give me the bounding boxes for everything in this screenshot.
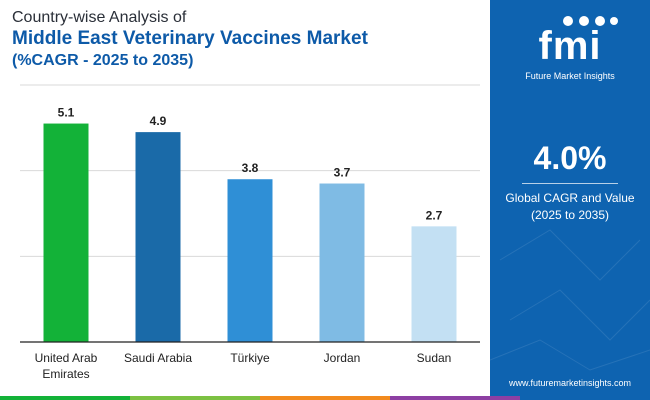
x-tick-label: United Arab (35, 351, 98, 365)
bar[interactable] (135, 132, 181, 342)
panel-decoration (490, 229, 650, 371)
chart-title: Country-wise Analysis of Middle East Vet… (12, 8, 368, 71)
data-label: 4.9 (150, 114, 167, 128)
logo-subtitle: Future Market Insights (525, 71, 615, 81)
global-cagr-label: Global CAGR and Value (2025 to 2035) (490, 190, 650, 224)
bar[interactable] (227, 179, 273, 342)
bar-chart: 5.1 United Arab Emirates 4.9 Saudi Arabia 3.8… (20, 84, 480, 381)
strip-segment (390, 396, 520, 400)
x-tick-label: Sudan (417, 351, 452, 365)
title-line-3: (%CAGR - 2025 to 2035) (12, 52, 194, 69)
cagr-label-line-2: (2025 to 2035) (530, 208, 610, 222)
data-label: 2.7 (426, 208, 443, 222)
title-line-2: Middle East Veterinary Vaccines Market (12, 28, 368, 49)
x-tick-label: Saudi Arabia (124, 351, 192, 365)
data-label: 3.7 (334, 166, 351, 180)
logo-icons (563, 16, 618, 26)
side-panel: fmi Future Market Insights 4.0% Global C… (490, 0, 650, 400)
fmi-logo[interactable]: fmi Future Market Insights (490, 8, 650, 82)
bar[interactable] (319, 183, 365, 342)
website-link[interactable]: www.futuremarketinsights.com (508, 378, 632, 388)
x-tick-label: Türkiye (230, 351, 270, 365)
data-label: 3.8 (242, 161, 259, 175)
bar[interactable] (411, 226, 457, 342)
cagr-divider (522, 183, 618, 184)
x-tick-label: Emirates (42, 367, 89, 381)
title-line-1: Country-wise Analysis of (12, 9, 187, 26)
strip-segment (130, 396, 260, 400)
cagr-label-line-1: Global CAGR and Value (505, 191, 635, 205)
strip-segment (0, 396, 130, 400)
global-cagr-value: 4.0% (533, 140, 607, 176)
bar[interactable] (43, 123, 89, 342)
bottom-color-strip (0, 396, 650, 400)
strip-segment (260, 396, 390, 400)
data-label: 5.1 (58, 106, 75, 120)
logo-wordmark: fmi (538, 24, 602, 68)
x-tick-label: Jordan (324, 351, 361, 365)
strip-segment (520, 396, 650, 400)
